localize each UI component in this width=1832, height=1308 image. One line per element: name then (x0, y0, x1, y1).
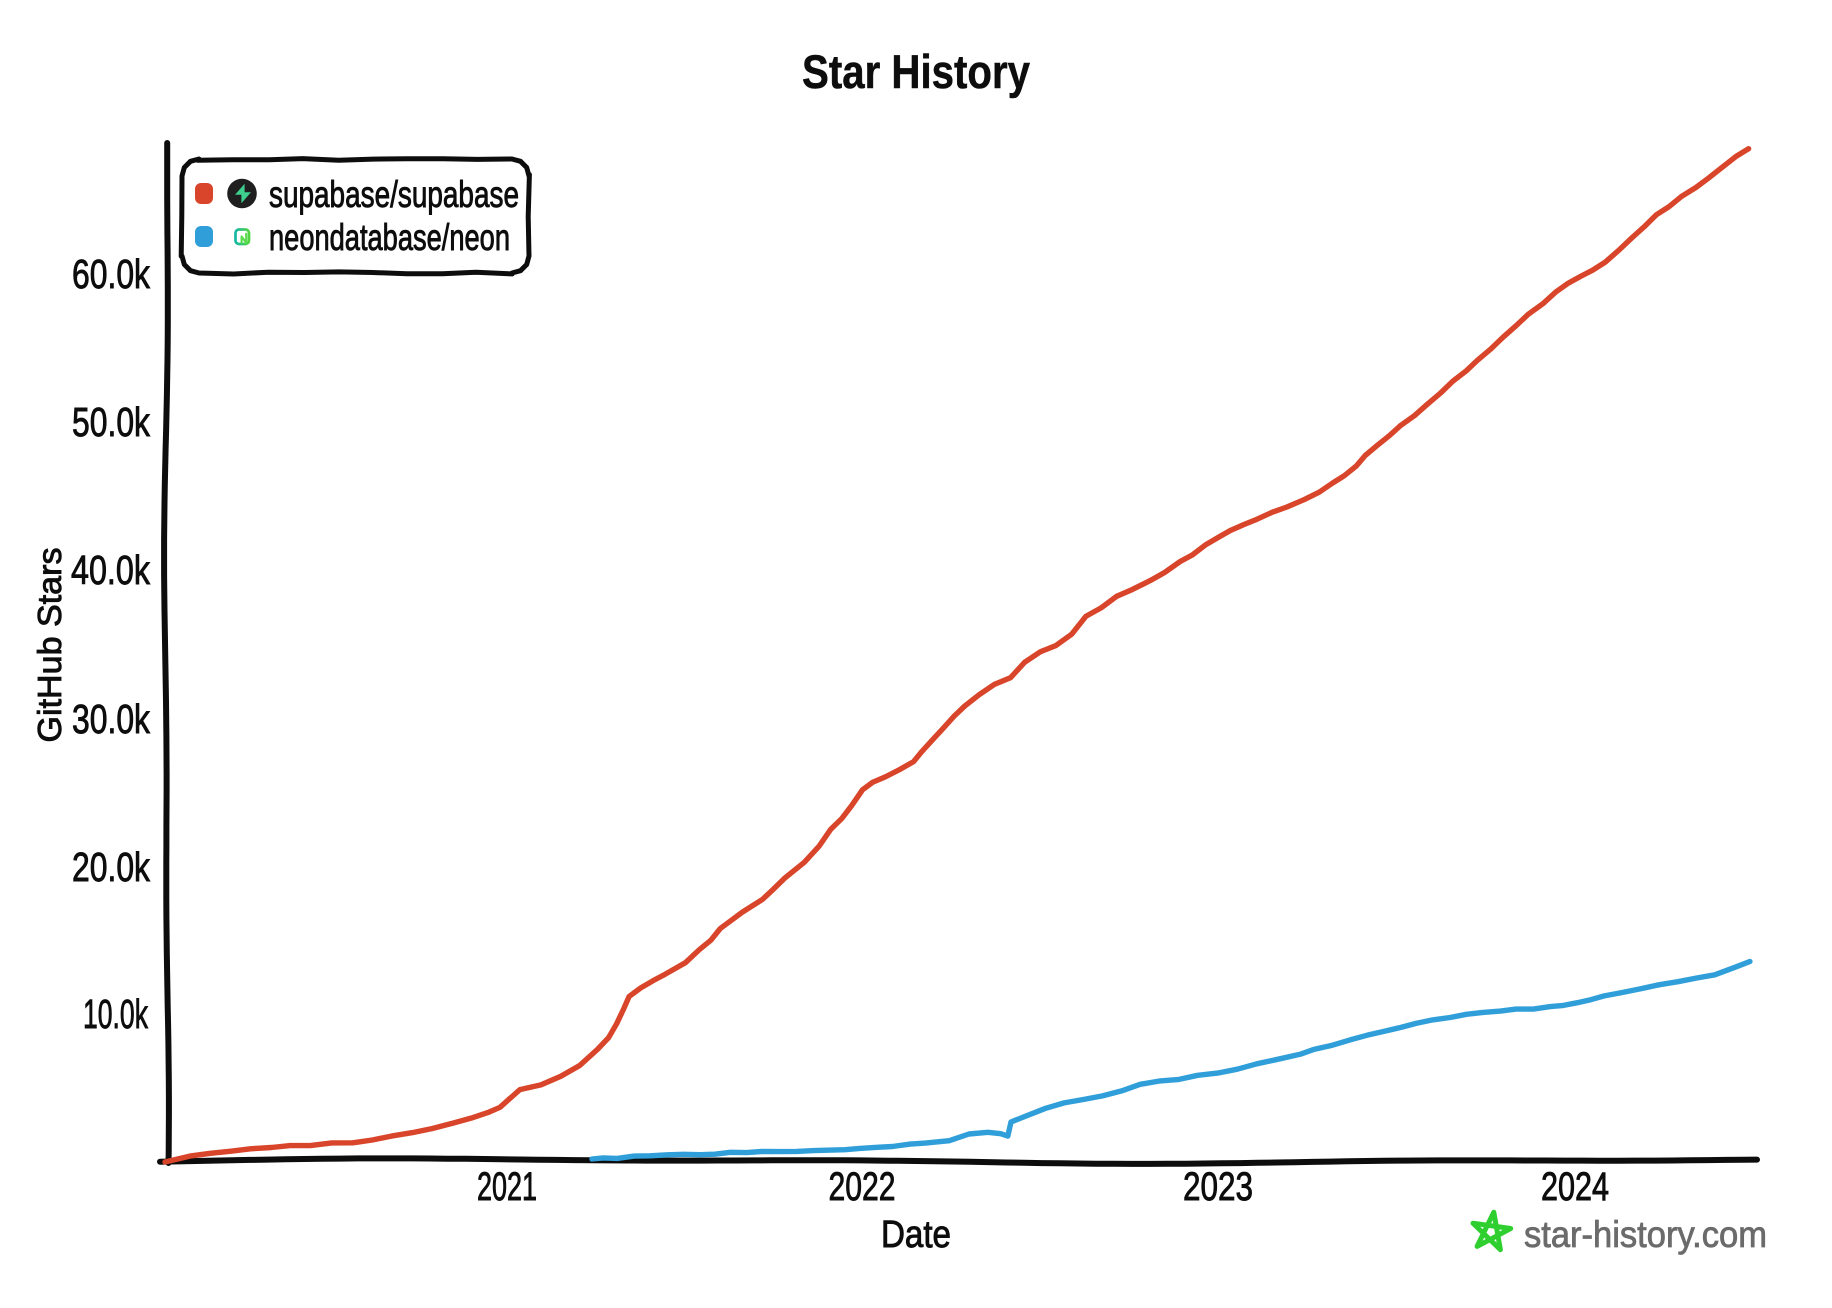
svg-text:Star History: Star History (802, 45, 1030, 98)
svg-text:Date: Date (881, 1214, 951, 1256)
svg-text:2023: 2023 (1183, 1165, 1253, 1209)
svg-text:neondatabase/neon: neondatabase/neon (269, 217, 510, 258)
svg-text:50.0k: 50.0k (72, 399, 150, 445)
svg-text:star-history.com: star-history.com (1524, 1214, 1767, 1255)
svg-text:2024: 2024 (1541, 1165, 1609, 1209)
svg-text:2021: 2021 (477, 1165, 537, 1209)
svg-text:60.0k: 60.0k (72, 251, 150, 297)
svg-text:supabase/supabase: supabase/supabase (269, 174, 519, 215)
svg-text:40.0k: 40.0k (71, 547, 150, 593)
svg-text:30.0k: 30.0k (72, 696, 150, 742)
svg-text:GitHub Stars: GitHub Stars (31, 548, 68, 743)
svg-text:2022: 2022 (829, 1165, 896, 1209)
svg-text:20.0k: 20.0k (72, 844, 150, 890)
svg-text:10.0k: 10.0k (83, 991, 148, 1037)
